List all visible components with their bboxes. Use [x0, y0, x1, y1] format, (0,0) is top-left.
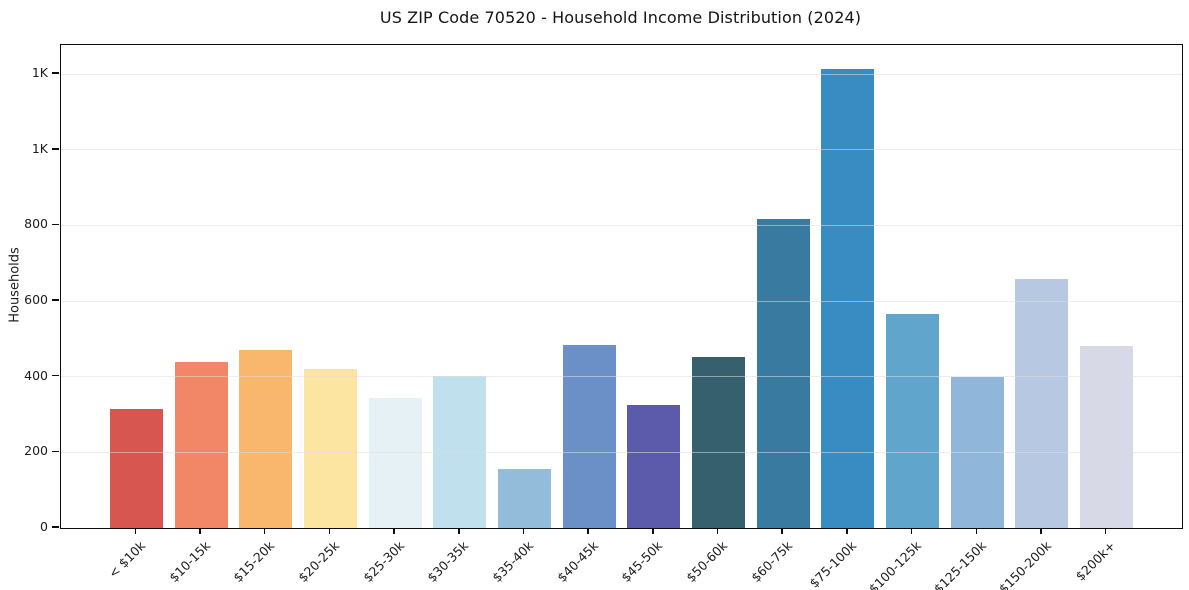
x-tick-label: $100-125k [865, 538, 925, 590]
x-tick-label: $15-20k [230, 538, 278, 586]
y-tick-mark [51, 374, 59, 377]
y-tick-label: 0 [40, 519, 48, 535]
y-tick-mark [51, 450, 59, 453]
bar [1015, 279, 1069, 528]
bar [692, 356, 746, 528]
y-tick-label: 200 [24, 443, 48, 459]
x-tick-mark [587, 528, 589, 534]
x-tick-mark [716, 528, 719, 534]
bar [1080, 346, 1134, 528]
x-tick-label: $45-50k [618, 538, 666, 586]
bar [627, 404, 681, 528]
y-tick-label: 400 [24, 367, 48, 383]
x-tick-label: $25-30k [359, 538, 407, 586]
bar [756, 219, 810, 528]
x-tick-label: $150-200k [995, 538, 1054, 590]
y-tick-mark [51, 148, 59, 150]
x-tick-mark [134, 528, 137, 534]
bar [174, 361, 228, 528]
y-tick-mark [51, 299, 59, 301]
x-tick-mark [263, 528, 266, 534]
x-tick-mark [975, 528, 978, 534]
bar [821, 69, 875, 528]
bar [497, 468, 551, 528]
bar [109, 408, 163, 528]
x-tick-label: $35-40k [489, 538, 537, 586]
x-tick-label: $50-60k [683, 538, 731, 586]
chart-title: US ZIP Code 70520 - Household Income Dis… [379, 8, 862, 27]
bar [886, 313, 940, 528]
x-tick-label: $20-25k [294, 538, 343, 586]
bar [303, 369, 357, 528]
x-tick-mark [522, 528, 525, 534]
x-tick-label: $30-35k [424, 538, 472, 586]
bar [433, 375, 487, 528]
x-tick-label: $10-15k [165, 538, 213, 586]
y-tick-label: 800 [24, 216, 48, 232]
x-tick-mark [328, 528, 331, 534]
x-tick-label: $60-75k [747, 538, 795, 586]
x-tick-mark [1104, 528, 1107, 534]
plot-area [60, 44, 1183, 529]
x-tick-mark [910, 528, 913, 534]
x-tick-mark [1040, 528, 1042, 534]
y-axis-label: Households [7, 247, 23, 323]
x-tick-mark [458, 528, 460, 534]
bar-layer [61, 45, 1182, 528]
x-tick-label: $40-45k [553, 538, 601, 586]
y-tick-label: 600 [24, 292, 48, 308]
x-tick-mark [199, 528, 201, 534]
x-tick-mark [652, 528, 654, 534]
y-tick-label: 1K [31, 65, 48, 81]
x-tick-label: < $10k [105, 538, 148, 581]
x-tick-label: $75-100k [806, 538, 860, 590]
bar [562, 344, 616, 528]
y-tick-mark [51, 526, 59, 528]
bar [368, 397, 422, 528]
x-tick-mark [393, 528, 395, 534]
x-tick-label: $200k+ [1072, 538, 1119, 584]
x-tick-label: $125-150k [930, 538, 989, 590]
y-tick-mark [51, 72, 59, 74]
y-tick-label: 1K [31, 140, 48, 156]
bar [950, 376, 1004, 528]
y-tick-mark [51, 223, 59, 226]
bar [239, 350, 293, 528]
x-tick-mark [846, 528, 848, 534]
x-tick-mark [781, 528, 783, 534]
